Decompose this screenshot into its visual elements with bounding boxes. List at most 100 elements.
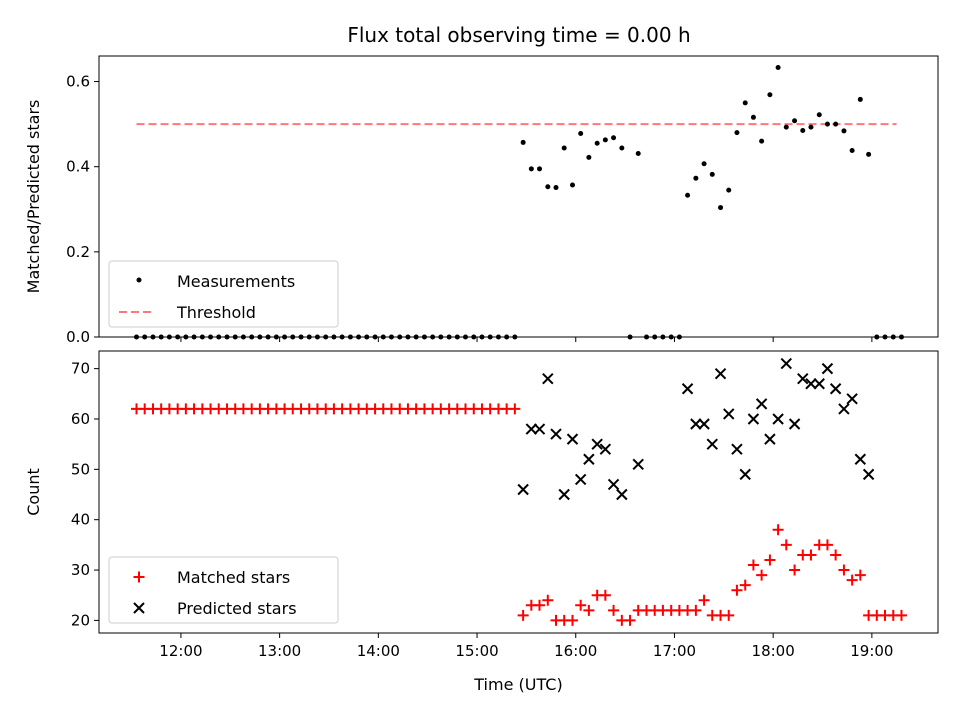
measurement-point [693, 175, 699, 181]
predicted-point [714, 367, 727, 380]
matched-point [747, 559, 759, 571]
predicted-point [772, 413, 784, 425]
legend: Measurements Threshold [108, 260, 339, 328]
measurement-point [742, 100, 748, 106]
predicted-point [846, 393, 858, 405]
measurement-point [726, 187, 732, 193]
legend-label: Measurements [177, 272, 295, 291]
matched-point [690, 604, 702, 616]
predicted-point [780, 357, 792, 370]
matched-point [566, 614, 578, 626]
predicted-point [583, 453, 595, 465]
measurement-point [841, 128, 847, 134]
predicted-point [797, 372, 809, 385]
measurement-point [849, 148, 855, 154]
matched-point [542, 594, 554, 606]
matched-point [624, 614, 636, 626]
measurement-point [561, 145, 567, 151]
measurement-point [775, 64, 781, 70]
x-tick-label: 19:00 [850, 642, 893, 660]
predicted-point [805, 378, 817, 390]
measurement-point [866, 151, 872, 157]
predicted-point [632, 458, 644, 471]
predicted-point [821, 362, 834, 375]
measurement-point [792, 118, 798, 124]
predicted-point [862, 468, 875, 481]
matched-point [854, 569, 866, 581]
legend-box [108, 260, 339, 328]
predicted-point [788, 418, 801, 430]
measurement-point [750, 114, 756, 120]
predicted-point [838, 403, 850, 415]
legend-label: Matched stars [177, 568, 290, 587]
y-axis-label: Count [24, 468, 43, 516]
predicted-point [739, 468, 751, 481]
matched-point [772, 524, 784, 536]
matched-point [509, 403, 521, 415]
matched-point [830, 549, 842, 561]
measurement-point [611, 135, 617, 141]
predicted-point [550, 428, 562, 440]
predicted-point [616, 488, 628, 501]
axes-frame [98, 350, 939, 634]
x-tick-label: 16:00 [554, 642, 597, 660]
y-tick-label: 70 [71, 360, 90, 378]
predicted-point [723, 408, 735, 420]
matched-point [723, 609, 735, 621]
measurement-point [709, 171, 715, 177]
legend-marker-predicted [133, 602, 145, 614]
measurement-point [783, 124, 789, 130]
measurement-point [833, 121, 839, 127]
predicted-point [525, 423, 538, 435]
measurement-point [824, 121, 830, 127]
series-predicted-stars [517, 357, 875, 501]
series-measurements [134, 64, 904, 340]
matched-point [805, 549, 817, 561]
x-axis-label: Time (UTC) [473, 675, 562, 694]
predicted-point [698, 418, 710, 430]
measurement-point [619, 145, 625, 151]
matched-point [821, 539, 833, 551]
x-tick-label: 12:00 [159, 642, 202, 660]
matched-point [698, 594, 710, 606]
x-tick-label: 15:00 [455, 642, 498, 660]
predicted-point [566, 433, 579, 445]
measurement-point [718, 205, 724, 211]
measurement-point [816, 112, 822, 118]
measurement-point [685, 192, 691, 198]
predicted-point [533, 423, 546, 435]
top-subplot: 0.0 0.2 0.4 0.6 Matched/Predicted stars Measu… [24, 55, 939, 346]
measurement-point [759, 138, 765, 144]
legend-label: Predicted stars [177, 599, 297, 618]
y-tick-label: 40 [71, 511, 90, 529]
measurement-point [537, 166, 543, 172]
matched-point [583, 604, 595, 616]
predicted-point [599, 443, 612, 455]
y-tick-label: 0.0 [66, 328, 90, 346]
predicted-point [706, 438, 718, 450]
measurement-point [800, 128, 806, 134]
matched-point [895, 609, 907, 621]
x-tick-label: 17:00 [653, 642, 696, 660]
measurement-point [569, 182, 575, 188]
matched-point [599, 589, 611, 601]
y-tick-label: 0.6 [66, 73, 90, 91]
measurement-point [734, 130, 740, 136]
y-tick-label: 50 [71, 460, 90, 478]
predicted-point [607, 478, 620, 491]
measurement-point [520, 139, 526, 145]
x-tick-label: 14:00 [357, 642, 400, 660]
measurement-point [701, 161, 707, 167]
predicted-point [854, 453, 867, 465]
matched-point [780, 539, 792, 551]
predicted-point [591, 438, 603, 450]
series-matched-stars [131, 403, 907, 626]
matched-point [846, 574, 858, 586]
matched-point [739, 579, 751, 591]
predicted-point [764, 433, 776, 445]
x-tick-label: 13:00 [258, 642, 301, 660]
measurement-point [528, 166, 534, 172]
matched-point [517, 609, 529, 621]
y-tick-label: 20 [71, 611, 90, 629]
